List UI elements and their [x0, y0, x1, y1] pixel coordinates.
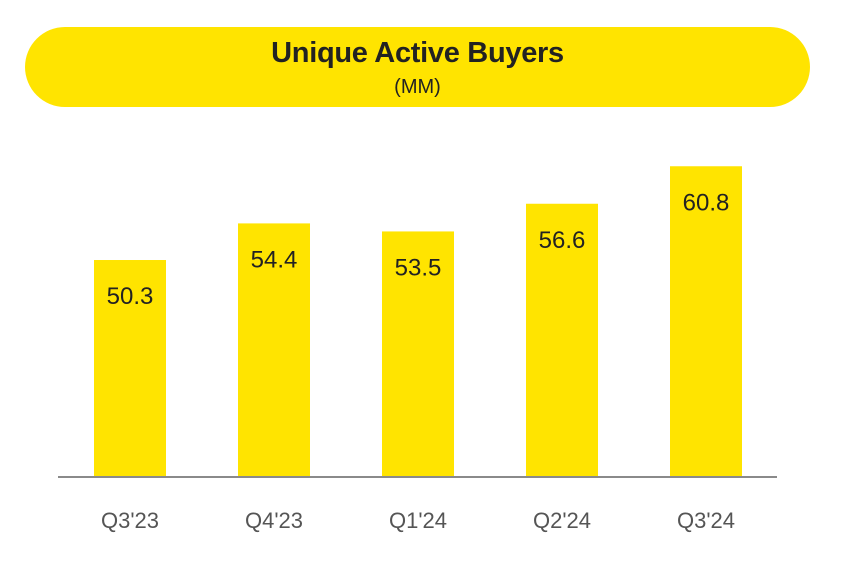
x-tick-label: Q1'24: [389, 508, 447, 533]
bar: [526, 203, 598, 477]
x-tick-label: Q3'24: [677, 508, 735, 533]
chart-title: Unique Active Buyers: [271, 37, 564, 69]
title-banner: Unique Active Buyers (MM): [25, 27, 810, 107]
bar: [382, 231, 454, 477]
x-tick-label: Q3'23: [101, 508, 159, 533]
data-label: 60.8: [683, 189, 730, 216]
data-label: 54.4: [251, 246, 298, 273]
x-tick-label: Q4'23: [245, 508, 303, 533]
data-label: 50.3: [107, 283, 154, 310]
chart-subtitle: (MM): [394, 76, 441, 98]
bar: [94, 260, 166, 477]
bar: [670, 166, 742, 477]
bar: [238, 223, 310, 477]
data-label: 56.6: [539, 227, 586, 254]
data-label: 53.5: [395, 254, 442, 281]
x-tick-label: Q2'24: [533, 508, 591, 533]
